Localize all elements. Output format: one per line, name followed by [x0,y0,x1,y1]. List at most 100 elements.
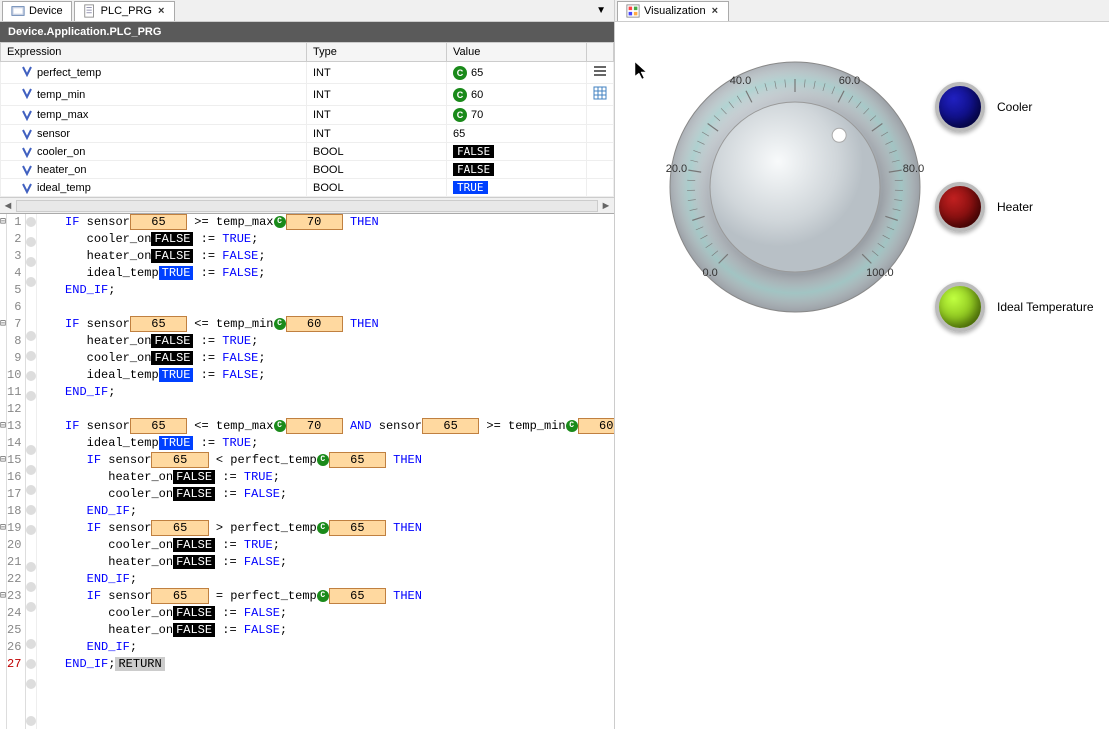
col-value[interactable]: Value [447,43,587,62]
fold-toggle[interactable]: ⊟ [0,520,6,537]
line-number: 17 [7,486,21,503]
led-row: Cooler [935,82,1032,132]
code-line[interactable]: END_IF; [43,571,614,588]
led-indicator [935,182,985,232]
code-line[interactable]: IF sensor 65 <= temp_minC 60 THEN [43,316,614,333]
line-number: 14 [7,435,21,452]
breakpoint-dot[interactable] [26,217,36,227]
breakpoint-dot[interactable] [26,679,36,689]
col-type[interactable]: Type [307,43,447,62]
code-line[interactable] [43,401,614,418]
tab-visualization[interactable]: Visualization × [617,1,729,21]
breakpoint-dot[interactable] [26,659,36,669]
breakpoint-dot[interactable] [26,257,36,267]
breakpoint-dot[interactable] [26,391,36,401]
breakpoint-dot[interactable] [26,371,36,381]
list-icon[interactable] [593,64,607,78]
tab-visualization-close[interactable]: × [710,5,720,17]
fold-toggle[interactable]: ⊟ [0,588,6,605]
fold-toggle [0,656,6,673]
code-line[interactable]: IF sensor 65 = perfect_tempC 65 THEN [43,588,614,605]
fold-toggle [0,486,6,503]
code-line[interactable]: IF sensor 65 < perfect_tempC 65 THEN [43,452,614,469]
fold-toggle[interactable]: ⊟ [0,418,6,435]
table-row[interactable]: perfect_tempINTC65 [1,62,614,84]
code-line[interactable]: ideal_tempTRUE := FALSE; [43,367,614,384]
tab-dropdown[interactable]: ▼ [590,5,612,16]
dial-gauge[interactable]: 0.020.040.060.080.0100.0 [665,57,925,317]
line-number: 10 [7,367,21,384]
code-line[interactable]: END_IF; [43,384,614,401]
tab-plcprg[interactable]: PLC_PRG × [74,1,176,21]
code-line[interactable]: heater_onFALSE := FALSE; [43,554,614,571]
tab-plcprg-label: PLC_PRG [101,5,152,17]
breakpoint-dot[interactable] [26,465,36,475]
breakpoint-dot[interactable] [26,331,36,341]
variable-icon [21,182,33,194]
code-line[interactable]: heater_onFALSE := FALSE; [43,248,614,265]
code-line[interactable]: heater_onFALSE := TRUE; [43,333,614,350]
led-indicator [935,82,985,132]
code-line[interactable]: cooler_onFALSE := FALSE; [43,605,614,622]
code-line[interactable]: IF sensor 65 > perfect_tempC 65 THEN [43,520,614,537]
variable-icon [21,164,33,176]
tab-plcprg-close[interactable]: × [156,5,166,17]
breakpoint-dot[interactable] [26,602,36,612]
var-value: C65 [447,62,587,84]
code-line[interactable]: heater_onFALSE := TRUE; [43,469,614,486]
breakpoint-dot[interactable] [26,277,36,287]
code-line[interactable]: IF sensor 65 <= temp_maxC 70 AND sensor … [43,418,614,435]
fold-toggle[interactable]: ⊟ [0,214,6,231]
code-line[interactable]: ideal_tempTRUE := TRUE; [43,435,614,452]
code-line[interactable]: cooler_onFALSE := FALSE; [43,486,614,503]
code-line[interactable]: ideal_tempTRUE := FALSE; [43,265,614,282]
scroll-right[interactable]: ► [598,200,614,212]
table-row[interactable]: temp_minINTC60 [1,84,614,106]
code-line[interactable]: cooler_onFALSE := FALSE; [43,350,614,367]
var-type: INT [307,125,447,143]
breakpoint-dot[interactable] [26,485,36,495]
scroll-left[interactable]: ◄ [0,200,16,212]
breakpoint-dot[interactable] [26,562,36,572]
scroll-track[interactable] [16,200,598,212]
table-row[interactable]: ideal_tempBOOLTRUE [1,179,614,197]
code-line[interactable]: END_IF; [43,639,614,656]
breakpoint-dot[interactable] [26,505,36,515]
breakpoint-dot[interactable] [26,237,36,247]
breakpoint-dot[interactable] [26,525,36,535]
fold-toggle [0,554,6,571]
breakpoint-dot[interactable] [26,445,36,455]
svg-text:0.0: 0.0 [702,267,717,279]
left-pane: Device PLC_PRG × ▼ Device.Application.PL… [0,0,615,729]
code-line[interactable]: cooler_onFALSE := TRUE; [43,231,614,248]
table-row[interactable]: temp_maxINTC70 [1,106,614,125]
code-line[interactable]: END_IF; [43,282,614,299]
breakpoint-dot[interactable] [26,639,36,649]
code-editor[interactable]: ⊟⊟⊟⊟⊟⊟ 123456789101112131415161718192021… [0,214,614,729]
line-number: 6 [7,299,21,316]
col-expression[interactable]: Expression [1,43,307,62]
code-line[interactable]: IF sensor 65 >= temp_maxC 70 THEN [43,214,614,231]
right-tab-bar: Visualization × [615,0,1109,22]
code-line[interactable]: cooler_onFALSE := TRUE; [43,537,614,554]
path-bar: Device.Application.PLC_PRG [0,22,614,42]
fold-toggle[interactable]: ⊟ [0,452,6,469]
tab-device[interactable]: Device [2,1,72,21]
visualization-area: 0.020.040.060.080.0100.0 CoolerHeaterIde… [615,22,1109,729]
code-line[interactable]: END_IF; [43,503,614,520]
grid-icon[interactable] [593,86,607,100]
horizontal-scrollbar[interactable]: ◄ ► [0,197,614,213]
fold-toggle[interactable]: ⊟ [0,316,6,333]
line-number: 26 [7,639,21,656]
breakpoint-dot[interactable] [26,582,36,592]
code-line[interactable]: heater_onFALSE := FALSE; [43,622,614,639]
table-row[interactable]: cooler_onBOOLFALSE [1,143,614,161]
table-row[interactable]: heater_onBOOLFALSE [1,161,614,179]
fold-toggle [0,469,6,486]
table-row[interactable]: sensorINT65 [1,125,614,143]
code-line[interactable]: END_IF;RETURN [43,656,614,673]
code-line[interactable] [43,299,614,316]
breakpoint-dot[interactable] [26,351,36,361]
svg-text:40.0: 40.0 [730,75,751,87]
breakpoint-dot[interactable] [26,716,36,726]
